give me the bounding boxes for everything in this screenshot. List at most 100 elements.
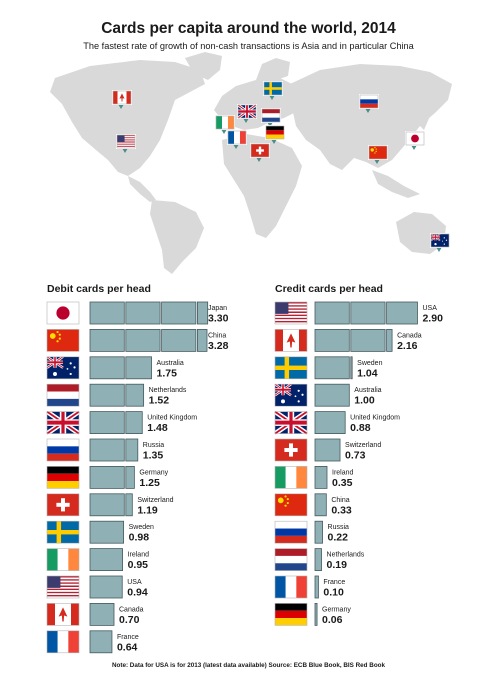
- bar-value-label: 0.98: [129, 532, 150, 544]
- bar: [89, 603, 115, 626]
- bar-category-label: Switzerland: [345, 442, 381, 449]
- map-pin-sweden: [263, 81, 283, 100]
- china-flag-icon: [46, 329, 80, 352]
- bar-category-label: Canada: [397, 332, 422, 339]
- map-pin-uk: [237, 103, 257, 123]
- bar-category-label: Canada: [119, 606, 144, 613]
- bar-value-label: 0.70: [119, 614, 140, 626]
- france-flag-icon: [46, 630, 80, 654]
- sweden-flag-icon: [46, 520, 80, 544]
- bar-value-label: 3.30: [208, 313, 229, 325]
- north-america-shape: [50, 60, 205, 176]
- bar-category-label: United Kingdom: [147, 415, 197, 422]
- bar-value-label: 0.94: [127, 587, 148, 599]
- sweden-flag-icon: [263, 81, 283, 96]
- canada-flag-icon: [46, 603, 80, 626]
- bar: [89, 630, 113, 654]
- bar: [314, 493, 327, 517]
- bar-value-label: 0.19: [327, 559, 348, 571]
- bar-value-label: 3.28: [208, 340, 229, 352]
- bar-value-label: 1.00: [354, 395, 375, 407]
- bar-value-label: 0.64: [117, 641, 138, 653]
- bar-value-label: 0.88: [350, 422, 371, 434]
- bar: [314, 383, 350, 407]
- bar-category-label: France: [117, 634, 139, 641]
- bar: [89, 575, 123, 599]
- scandinavia-shape: [256, 58, 290, 80]
- ireland-flag-icon: [274, 466, 308, 489]
- bar-category-label: China: [208, 332, 226, 339]
- russia-flag-icon: [46, 438, 80, 462]
- africa-shape: [222, 134, 302, 238]
- france-flag-icon: [227, 130, 247, 145]
- bar-category-label: France: [323, 579, 345, 586]
- map-pins: [112, 81, 450, 252]
- map-pin-ireland: [215, 115, 235, 134]
- bar: [314, 575, 319, 599]
- bar-value-label: 1.25: [139, 477, 160, 489]
- australia-flag-icon: [274, 383, 308, 407]
- bar-category-label: China: [331, 497, 349, 504]
- source-note: Note: Data for USA is for 2013 (latest d…: [111, 662, 386, 669]
- bar-category-label: Germany: [322, 606, 351, 613]
- bar: [89, 411, 143, 435]
- bar: [314, 411, 346, 435]
- bar-value-label: 1.35: [143, 450, 164, 462]
- bar-value-label: 1.52: [149, 395, 170, 407]
- map-pin-usa: [116, 134, 136, 153]
- bar-value-label: 1.75: [157, 367, 178, 379]
- bar-category-label: USA: [422, 305, 437, 312]
- bar-value-label: 0.10: [323, 587, 344, 599]
- russia-flag-icon: [274, 520, 308, 544]
- australia-flag-icon: [430, 233, 450, 248]
- map-pin-netherlands: [261, 108, 281, 127]
- bar-category-label: Germany: [139, 469, 168, 476]
- bar-value-label: 0.33: [331, 504, 352, 516]
- switzerland-flag-icon: [46, 493, 80, 517]
- bar: [89, 548, 123, 571]
- credit-chart: USA2.90Canada2.16Sweden1.04Australia1.00…: [273, 301, 443, 626]
- australia-flag-icon: [46, 355, 80, 380]
- central-america-shape: [128, 176, 156, 202]
- bar-value-label: 0.35: [332, 477, 353, 489]
- bar-category-label: Russia: [328, 524, 350, 531]
- japan-shape: [418, 104, 430, 130]
- map-pin-australia: [430, 233, 450, 252]
- continents: [50, 52, 452, 274]
- bar-category-label: Switzerland: [137, 497, 173, 504]
- russia-flag-icon: [359, 94, 379, 109]
- bar-category-label: Australia: [354, 387, 381, 394]
- uk-flag-icon: [273, 409, 309, 436]
- bar: [314, 603, 318, 626]
- germany-flag-icon: [274, 603, 308, 626]
- japan-flag-icon: [46, 301, 80, 325]
- bar-category-label: Netherlands: [149, 387, 187, 394]
- bar-category-label: United Kingdom: [350, 415, 400, 422]
- map-pin-germany: [265, 125, 285, 144]
- bar: [89, 520, 125, 544]
- germany-flag-icon: [46, 466, 80, 489]
- netherlands-flag-icon: [46, 383, 80, 407]
- uk-flag-icon: [45, 409, 81, 436]
- bar: [89, 356, 152, 380]
- bar-value-label: 2.16: [397, 340, 418, 352]
- south-america-shape: [150, 200, 204, 274]
- bar-value-label: 2.90: [422, 313, 443, 325]
- bar-value-label: 0.06: [322, 614, 343, 626]
